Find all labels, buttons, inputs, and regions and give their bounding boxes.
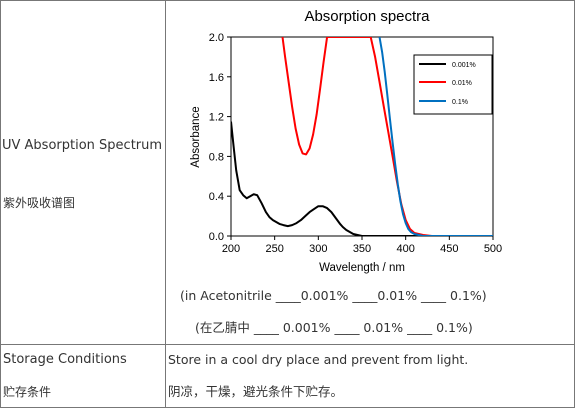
- table-column-divider: [165, 0, 166, 408]
- legend-note-zh: (在乙腈中 ____ 0.001% ____ 0.01% ____ 0.1%): [195, 320, 473, 335]
- y-tick-label: 0.4: [209, 191, 224, 203]
- legend-label-01: 0.1%: [452, 99, 468, 106]
- x-tick-label: 250: [265, 243, 283, 255]
- y-tick-label: 0.8: [209, 151, 224, 163]
- x-tick-label: 300: [309, 243, 327, 255]
- table-row-divider: [0, 344, 575, 345]
- series-layer: [231, 37, 493, 236]
- x-tick-label: 450: [440, 243, 458, 255]
- absorption-chart: Absorption spectra 0.0 0.4 0.8 1.2 1.6 2.0 20…: [190, 8, 502, 274]
- x-tick-label: 200: [222, 243, 240, 255]
- y-tick-label: 2.0: [209, 32, 224, 44]
- legend-label-0001: 0.001%: [452, 62, 476, 69]
- series-line-01: [378, 37, 493, 236]
- chart-legend: 0.001% 0.01% 0.1%: [413, 54, 493, 115]
- x-axis-label: Wavelength / nm: [319, 262, 405, 274]
- y-axis-label: Absorbance: [190, 106, 202, 167]
- y-tick-label: 0.0: [209, 231, 224, 243]
- x-tick-marks: 200 250 300 350 400 450 500: [222, 236, 502, 255]
- y-tick-label: 1.2: [209, 112, 224, 124]
- y-tick-marks: 0.0 0.4 0.8 1.2 1.6 2.0: [209, 32, 231, 243]
- table-border-left: [0, 0, 1, 408]
- x-tick-label: 500: [484, 243, 502, 255]
- uv-label-en: UV Absorption Spectrum: [2, 138, 163, 153]
- y-tick-label: 1.6: [209, 72, 224, 84]
- storage-value-zh: 阴凉，干燥，避光条件下贮存。: [168, 384, 344, 399]
- x-tick-label: 400: [396, 243, 414, 255]
- chart-title: Absorption spectra: [304, 8, 430, 25]
- table-border-top: [0, 0, 575, 1]
- legend-label-001: 0.01%: [452, 80, 472, 87]
- storage-label-zh: 贮存条件: [3, 385, 52, 399]
- uv-label-zh: 紫外吸收谱图: [3, 196, 76, 210]
- storage-value-en: Store in a cool dry place and prevent fr…: [168, 352, 469, 367]
- legend-box: [413, 54, 493, 115]
- series-line-0001: [231, 121, 493, 236]
- storage-label-en: Storage Conditions: [3, 352, 127, 367]
- series-line-001: [281, 37, 493, 236]
- legend-note-en: (in Acetonitrile ____0.001% ____0.01% __…: [180, 288, 487, 303]
- x-tick-label: 350: [353, 243, 371, 255]
